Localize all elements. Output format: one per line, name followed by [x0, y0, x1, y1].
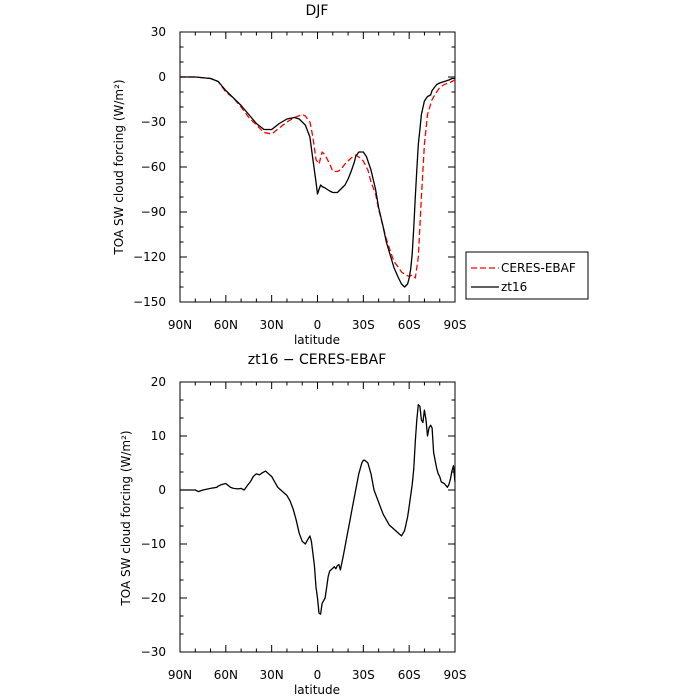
top-plot-frame — [179, 31, 456, 303]
bottom-chart-title: zt16 − CERES-EBAF — [248, 352, 387, 368]
legend-label-ceres-ebaf: CERES-EBAF — [501, 261, 576, 275]
top-x-tick-label: 30S — [352, 318, 375, 332]
top-y-tick-label: −120 — [133, 250, 166, 264]
bottom-x-axis-label: latitude — [294, 683, 340, 697]
bottom-y-tick-label: −30 — [141, 645, 166, 659]
bottom-x-tick-label: 30S — [352, 668, 375, 682]
bottom-x-tick-label: 30N — [260, 668, 284, 682]
top-y-tick-label: −60 — [141, 160, 166, 174]
bottom-plot-frame — [179, 381, 456, 653]
bottom-x-tick-label: 60S — [398, 668, 421, 682]
top-chart-title: DJF — [306, 3, 329, 19]
bottom-series-line-difference — [180, 404, 456, 615]
top-x-axis-label: latitude — [294, 333, 340, 347]
top-y-tick-label: −150 — [133, 295, 166, 309]
bottom-y-tick-label: 20 — [151, 375, 166, 389]
top-x-tick-label: 90N — [168, 318, 192, 332]
top-x-tick-label: 60S — [398, 318, 421, 332]
bottom-x-tick-label: 60N — [214, 668, 238, 682]
top-y-tick-label: −90 — [141, 205, 166, 219]
legend-box — [465, 251, 589, 300]
bottom-y-tick-label: 0 — [158, 483, 166, 497]
bottom-x-tick-label: 90S — [444, 668, 467, 682]
legend: CERES-EBAF zt16 — [465, 251, 589, 300]
top-x-tick-label: 0 — [314, 318, 322, 332]
bottom-y-axis-label: TOA SW cloud forcing (W/m²) — [119, 430, 133, 606]
bottom-x-tick-label: 90N — [168, 668, 192, 682]
top-series-line-zt16 — [180, 76, 455, 288]
bottom-x-tick-label: 0 — [314, 668, 322, 682]
top-y-axis-label: TOA SW cloud forcing (W/m²) — [112, 79, 126, 255]
bottom-y-tick-label: 10 — [151, 429, 166, 443]
top-y-tick-label: 0 — [158, 70, 166, 84]
top-x-tick-label: 90S — [444, 318, 467, 332]
chart-marks: 90N 60N 30N 0 30S 60S 90S300−30−60−90−120−1509… — [133, 25, 466, 682]
top-x-tick-label: 30N — [260, 318, 284, 332]
bottom-y-tick-label: −20 — [141, 591, 166, 605]
top-y-tick-label: −30 — [141, 115, 166, 129]
top-series-line-ceres-ebaf — [180, 76, 456, 279]
top-x-tick-label: 60N — [214, 318, 238, 332]
bottom-y-tick-label: −10 — [141, 537, 166, 551]
top-y-tick-label: 30 — [151, 25, 166, 39]
legend-label-zt16: zt16 — [501, 280, 527, 294]
